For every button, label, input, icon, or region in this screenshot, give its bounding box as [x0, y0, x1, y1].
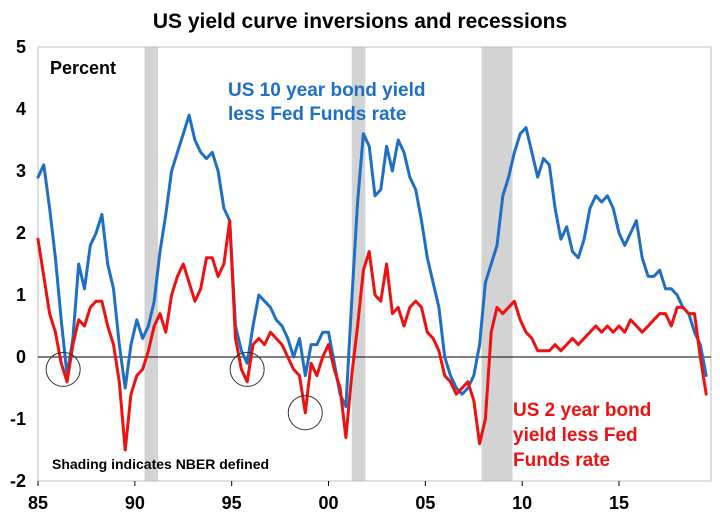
x-tick-label: 95 — [222, 493, 242, 513]
y-tick-label: 3 — [16, 161, 26, 181]
series-label-10y: US 10 year bond yield less Fed Funds rat… — [228, 80, 431, 125]
x-tick-label: 85 — [28, 493, 48, 513]
y-tick-label: -1 — [10, 409, 26, 429]
series-label-2y-line2: yield less Fed — [513, 425, 638, 446]
x-tick-label: 05 — [415, 493, 435, 513]
x-tick-label: 00 — [318, 493, 338, 513]
y-tick-label: 5 — [16, 37, 26, 57]
recession-note: Shading indicates NBER defined — [52, 456, 269, 472]
series-label-2y-line1: US 2 year bond — [513, 400, 651, 421]
y-tick-label: 4 — [16, 99, 26, 119]
inversion-circles — [45, 351, 323, 431]
series-line-2y — [36, 219, 708, 452]
inversion-circle-3 — [287, 395, 323, 431]
y-tick-label: 0 — [16, 347, 26, 367]
y-axis-label: Percent — [50, 58, 116, 78]
recession-band-1 — [144, 47, 159, 481]
y-tick-label: 2 — [16, 223, 26, 243]
series-label-10y-line1: US 10 year bond yield — [228, 80, 425, 101]
series-label-2y: US 2 year bond yield less Fed Funds rate — [513, 400, 657, 471]
x-tick-label: 15 — [609, 493, 629, 513]
inversion-circle-1 — [45, 351, 81, 387]
series-group — [36, 113, 708, 452]
x-tick-label: 90 — [125, 493, 145, 513]
series-label-10y-line2: less Fed Funds rate — [228, 104, 406, 125]
y-tick-label: 1 — [16, 285, 26, 305]
y-tick-label: -2 — [10, 471, 26, 491]
plot-area — [37, 46, 712, 482]
inversion-circle-2 — [229, 351, 265, 387]
chart-title: US yield curve inversions and recessions — [153, 10, 567, 33]
series-label-2y-line3: Funds rate — [513, 450, 610, 471]
x-axis-ticks: 85 90 95 00 05 10 15 — [28, 481, 629, 513]
x-tick-label: 10 — [512, 493, 532, 513]
series-line-10y — [36, 113, 708, 409]
y-axis-ticks: -2 -1 0 1 2 3 4 5 — [10, 37, 26, 491]
